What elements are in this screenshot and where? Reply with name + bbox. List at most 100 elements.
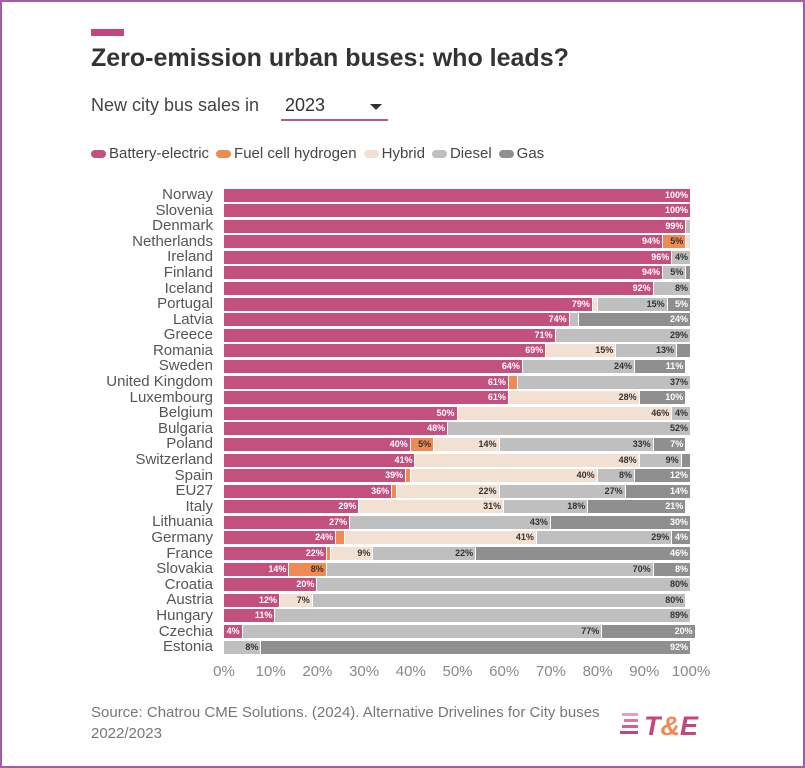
data-label: 4% xyxy=(674,532,688,543)
data-label: 15% xyxy=(646,298,665,309)
bar-segment-diesel: 33% xyxy=(499,437,654,451)
x-tick-label: 50% xyxy=(442,663,473,680)
bar-segment-battery-electric: 69% xyxy=(224,344,547,358)
bar-segment-battery-electric: 12% xyxy=(224,593,281,607)
data-label: 99% xyxy=(665,220,684,231)
x-tick-label: 0% xyxy=(213,663,235,680)
country-label: Luxembourg xyxy=(129,388,213,406)
bar-segment-gas: 92% xyxy=(261,640,691,654)
data-label: 8% xyxy=(674,283,688,294)
bar-segment-hybrid: 31% xyxy=(359,500,505,514)
country-label: France xyxy=(166,544,213,562)
bar-segment-diesel: 80% xyxy=(317,578,691,592)
legend-label: Hybrid xyxy=(381,145,425,162)
data-label: 5% xyxy=(418,438,432,449)
data-label: 22% xyxy=(305,548,324,559)
data-label: 70% xyxy=(632,563,651,574)
year-dropdown[interactable]: 2023 xyxy=(281,94,388,121)
legend-label: Fuel cell hydrogen xyxy=(234,145,357,162)
year-dropdown-value: 2023 xyxy=(285,95,326,115)
data-label: 77% xyxy=(581,626,600,637)
bar-segment-battery-electric: 36% xyxy=(224,484,393,498)
bar-segment-battery-electric: 64% xyxy=(224,359,523,373)
data-label: 5% xyxy=(670,236,684,247)
bar-segment-diesel: 8% xyxy=(224,640,262,654)
country-label: Sweden xyxy=(158,357,213,375)
data-label: 12% xyxy=(669,470,688,481)
country-label: Lithuania xyxy=(152,513,213,531)
data-label: 9% xyxy=(665,454,679,465)
country-label: Hungary xyxy=(156,606,213,624)
x-tick-label: 20% xyxy=(302,663,333,680)
bar-segment-battery-electric: 40% xyxy=(224,437,411,451)
data-label: 41% xyxy=(394,454,413,465)
x-tick-label: 40% xyxy=(395,663,426,680)
country-label: Italy xyxy=(185,497,213,515)
data-label: 80% xyxy=(669,579,688,590)
bar-segment-gas xyxy=(676,344,691,358)
data-label: 18% xyxy=(567,501,586,512)
chart-subtitle: New city bus sales in xyxy=(91,95,260,115)
bar-segment-diesel: 9% xyxy=(639,453,682,467)
country-label: United Kingdom xyxy=(106,373,213,391)
data-label: 13% xyxy=(655,345,674,356)
bar-segment-battery-electric: 11% xyxy=(224,609,276,623)
country-label: Slovenia xyxy=(155,201,213,219)
bar-segment-gas xyxy=(686,266,691,280)
bar-segment-diesel: 70% xyxy=(326,562,654,576)
bar-segment-battery-electric: 100% xyxy=(224,204,691,218)
data-label: 4% xyxy=(226,626,240,637)
data-label: 64% xyxy=(501,360,520,371)
country-label: Netherlands xyxy=(132,232,213,250)
data-label: 100% xyxy=(664,205,688,216)
bar-segment-fuel-cell-hydrogen xyxy=(406,469,411,483)
data-label: 8% xyxy=(245,641,259,652)
bar-segment-hybrid: 41% xyxy=(345,531,537,545)
data-label: 41% xyxy=(515,532,534,543)
data-label: 37% xyxy=(669,376,688,387)
data-label: 33% xyxy=(632,438,651,449)
bar-segment-hybrid: 46% xyxy=(457,406,673,420)
legend-swatch xyxy=(498,149,514,158)
country-label: Portugal xyxy=(157,295,213,313)
legend-swatch xyxy=(216,149,232,158)
chart-title: Zero-emission urban buses: who leads? xyxy=(91,44,569,72)
bar-segment-diesel xyxy=(686,219,691,233)
country-label: Denmark xyxy=(152,217,213,235)
bar-segment-battery-electric: 100% xyxy=(224,188,691,202)
bar-segment-fuel-cell-hydrogen xyxy=(508,375,519,389)
data-label: 24% xyxy=(669,314,688,325)
country-label: Ireland xyxy=(167,248,213,266)
legend-item: Battery-electric xyxy=(91,145,209,162)
data-label: 30% xyxy=(669,516,688,527)
data-label: 14% xyxy=(268,563,287,574)
bar-segment-battery-electric: 71% xyxy=(224,328,556,342)
country-label: Poland xyxy=(166,435,213,453)
bar-segment-gas: 24% xyxy=(578,313,691,327)
data-label: 36% xyxy=(371,485,390,496)
country-label: Romania xyxy=(152,341,213,359)
bar-segment-hybrid: 22% xyxy=(396,484,500,498)
bar-segment-diesel: 27% xyxy=(499,484,626,498)
data-label: 4% xyxy=(674,407,688,418)
svg-text:T&E: T&E xyxy=(644,711,699,738)
bar-segment-diesel: 89% xyxy=(275,609,691,623)
te-logo: T&E xyxy=(620,711,699,738)
data-label: 8% xyxy=(310,563,324,574)
legend-label: Gas xyxy=(516,145,545,162)
data-label: 40% xyxy=(389,438,408,449)
bar-segment-battery-electric: 61% xyxy=(224,375,509,389)
legend-swatch xyxy=(91,149,106,158)
data-label: 48% xyxy=(618,454,637,465)
country-label: Austria xyxy=(166,591,213,609)
data-label: 79% xyxy=(571,298,590,309)
bar-segment-battery-electric: 22% xyxy=(224,547,327,561)
bar-segment-hybrid xyxy=(686,235,691,249)
bar-segment-diesel: 13% xyxy=(616,344,677,358)
data-label: 96% xyxy=(651,251,670,262)
country-label: Bulgaria xyxy=(157,419,213,437)
bar-segment-battery-electric: 39% xyxy=(224,469,407,483)
data-label: 94% xyxy=(641,236,660,247)
country-label: Czechia xyxy=(158,622,213,640)
data-label: 5% xyxy=(674,298,688,309)
